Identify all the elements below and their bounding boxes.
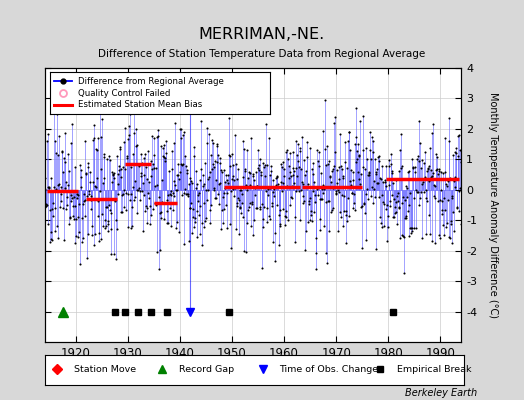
Y-axis label: Monthly Temperature Anomaly Difference (°C): Monthly Temperature Anomaly Difference (… xyxy=(488,92,498,318)
Text: Difference from Regional Average: Difference from Regional Average xyxy=(79,77,224,86)
Text: Quality Control Failed: Quality Control Failed xyxy=(79,88,171,98)
Text: Time of Obs. Change: Time of Obs. Change xyxy=(279,365,378,374)
Text: MERRIMAN,-NE.: MERRIMAN,-NE. xyxy=(199,27,325,42)
Text: Estimated Station Mean Bias: Estimated Station Mean Bias xyxy=(79,100,203,109)
Text: Record Gap: Record Gap xyxy=(179,365,234,374)
Text: Berkeley Earth: Berkeley Earth xyxy=(405,388,477,398)
Text: Empirical Break: Empirical Break xyxy=(397,365,471,374)
Text: Station Move: Station Move xyxy=(74,365,136,374)
Text: Difference of Station Temperature Data from Regional Average: Difference of Station Temperature Data f… xyxy=(99,49,425,59)
